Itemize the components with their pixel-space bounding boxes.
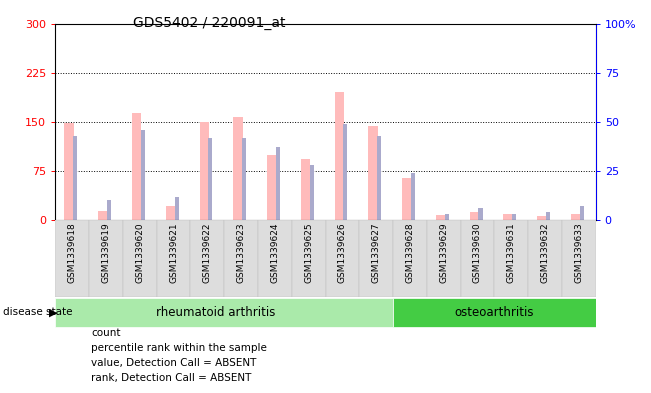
- Bar: [157, 220, 191, 297]
- Text: osteoarthritis: osteoarthritis: [454, 306, 534, 319]
- Bar: [537, 216, 547, 220]
- Bar: [224, 220, 258, 297]
- Bar: [402, 178, 411, 220]
- Bar: [174, 196, 178, 220]
- Text: percentile rank within the sample: percentile rank within the sample: [91, 343, 267, 353]
- Bar: [359, 220, 393, 297]
- Text: GSM1339629: GSM1339629: [439, 222, 448, 283]
- Bar: [326, 220, 359, 297]
- Bar: [368, 127, 378, 220]
- Bar: [73, 136, 77, 220]
- Text: GSM1339624: GSM1339624: [270, 222, 279, 283]
- Text: GSM1339631: GSM1339631: [506, 222, 516, 283]
- Text: GSM1339632: GSM1339632: [540, 222, 549, 283]
- Bar: [200, 122, 209, 220]
- Bar: [292, 220, 326, 297]
- Bar: [64, 123, 74, 220]
- Text: GSM1339620: GSM1339620: [135, 222, 145, 283]
- Text: disease state: disease state: [3, 307, 73, 318]
- Bar: [393, 220, 427, 297]
- Bar: [310, 165, 314, 220]
- Text: rank, Detection Call = ABSENT: rank, Detection Call = ABSENT: [91, 373, 251, 383]
- Bar: [132, 113, 141, 220]
- Text: GSM1339623: GSM1339623: [236, 222, 245, 283]
- Bar: [242, 138, 246, 220]
- Bar: [580, 206, 584, 220]
- Text: GSM1339628: GSM1339628: [406, 222, 415, 283]
- Bar: [208, 138, 212, 220]
- Text: GSM1339627: GSM1339627: [372, 222, 381, 283]
- Bar: [436, 215, 445, 220]
- Bar: [98, 211, 107, 220]
- Bar: [494, 220, 528, 297]
- Bar: [141, 130, 145, 220]
- Bar: [258, 220, 292, 297]
- Bar: [267, 154, 277, 220]
- Text: rheumatoid arthritis: rheumatoid arthritis: [156, 306, 275, 319]
- Bar: [562, 220, 596, 297]
- Bar: [89, 220, 123, 297]
- Bar: [107, 200, 111, 220]
- Bar: [343, 124, 348, 220]
- Bar: [411, 173, 415, 220]
- Bar: [503, 214, 513, 220]
- Bar: [393, 298, 596, 327]
- Bar: [546, 212, 550, 220]
- Text: GSM1339625: GSM1339625: [304, 222, 313, 283]
- Bar: [461, 220, 494, 297]
- Bar: [571, 213, 581, 220]
- Bar: [445, 214, 449, 220]
- Bar: [301, 159, 311, 220]
- Text: GSM1339626: GSM1339626: [338, 222, 347, 283]
- Bar: [55, 298, 393, 327]
- Text: GSM1339633: GSM1339633: [574, 222, 583, 283]
- Text: GDS5402 / 220091_at: GDS5402 / 220091_at: [133, 16, 286, 30]
- Bar: [427, 220, 461, 297]
- Text: GSM1339619: GSM1339619: [102, 222, 111, 283]
- Bar: [470, 212, 479, 220]
- Bar: [166, 206, 175, 220]
- Text: GSM1339618: GSM1339618: [68, 222, 77, 283]
- Bar: [55, 220, 89, 297]
- Text: count: count: [91, 328, 120, 338]
- Text: value, Detection Call = ABSENT: value, Detection Call = ABSENT: [91, 358, 256, 368]
- Bar: [512, 214, 516, 220]
- Bar: [191, 220, 224, 297]
- Bar: [528, 220, 562, 297]
- Bar: [123, 220, 157, 297]
- Bar: [335, 92, 344, 220]
- Text: GSM1339621: GSM1339621: [169, 222, 178, 283]
- Text: ▶: ▶: [49, 307, 57, 318]
- Bar: [478, 208, 482, 220]
- Bar: [377, 136, 381, 220]
- Text: GSM1339630: GSM1339630: [473, 222, 482, 283]
- Text: GSM1339622: GSM1339622: [203, 222, 212, 283]
- Bar: [233, 117, 243, 220]
- Bar: [276, 147, 280, 220]
